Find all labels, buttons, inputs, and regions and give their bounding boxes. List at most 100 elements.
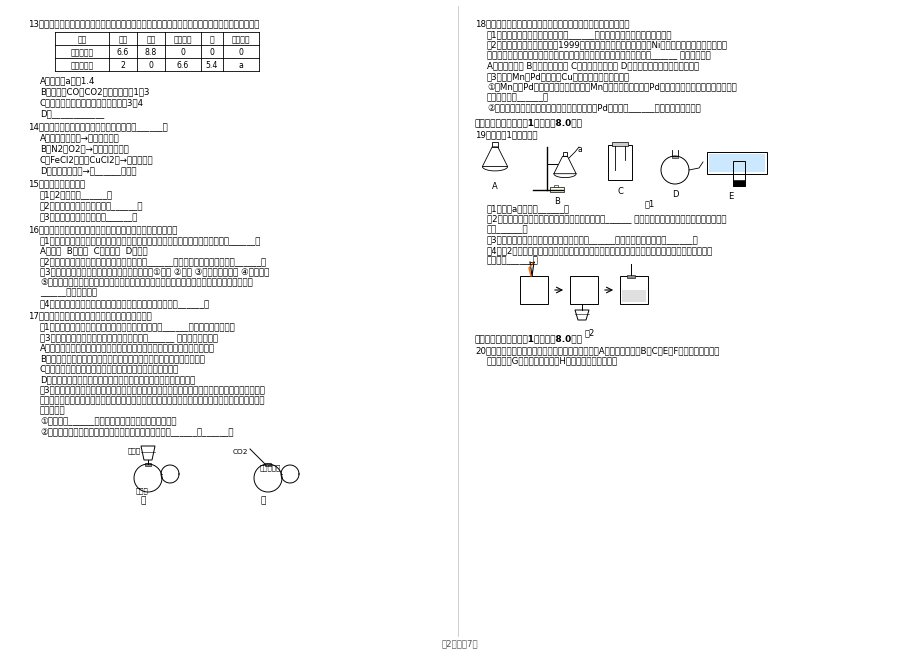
- Text: a: a: [577, 145, 582, 154]
- Bar: [671, 156, 677, 158]
- Text: B．生成的CO和CO2分子个数比为1：3: B．生成的CO和CO2分子个数比为1：3: [40, 87, 150, 96]
- Bar: [145, 463, 151, 466]
- Text: B．N2（O2）→通过灼热的铜网: B．N2（O2）→通过灼热的铜网: [40, 144, 129, 153]
- Text: 乙: 乙: [260, 496, 266, 505]
- Bar: [619, 276, 647, 304]
- Text: 2: 2: [120, 61, 125, 70]
- Text: （3）实验室制取二氧化碳选用的收集装置是______；反应的化学方程式为______。: （3）实验室制取二氧化碳选用的收集装置是______；反应的化学方程式为____…: [486, 236, 698, 245]
- Bar: [265, 463, 271, 466]
- Text: （1）水是常见的溶剂，将下列生活中少量的物质分别放入水中，不能形成溶液的是______。: （1）水是常见的溶剂，将下列生活中少量的物质分别放入水中，不能形成溶液的是___…: [40, 236, 261, 245]
- Text: ②要确切得出这三种金属的活动性顺序，还需将Pd片加入到______溶液中，观察现象。: ②要确切得出这三种金属的活动性顺序，还需将Pd片加入到______溶液中，观察现…: [486, 104, 700, 113]
- Text: 第2页，共7页: 第2页，共7页: [441, 639, 478, 648]
- Text: 图2: 图2: [584, 328, 595, 337]
- Text: 量不相等。: 量不相等。: [40, 406, 65, 415]
- Text: 15．用化学用语填空。: 15．用化学用语填空。: [28, 179, 85, 188]
- Text: 甲: 甲: [141, 496, 145, 505]
- Text: （1）目前，人类以化石燃料为主要能源，煤、石油和______是常见的化石燃料。: （1）目前，人类以化石燃料为主要能源，煤、石油和______是常见的化石燃料。: [40, 322, 235, 331]
- Text: （3）如图所示的甲、乙两个装置（气密性良好），从分液漏斗中加入液体，一段时间后两装置中的: （3）如图所示的甲、乙两个装置（气密性良好），从分液漏斗中加入液体，一段时间后两…: [40, 385, 266, 395]
- Text: A．金属的硬度 B．金属的导电性 C．金属的耐腐蚀性 D．金属价格与硬币面值的吻合度: A．金属的硬度 B．金属的导电性 C．金属的耐腐蚀性 D．金属价格与硬币面值的吻…: [486, 61, 698, 70]
- Text: ①将Mn片、Pd片分别加入到稀盐酸中，Mn片表面有气泡产生，Pd片没有变化，根据上述实验现象，: ①将Mn片、Pd片分别加入到稀盐酸中，Mn片表面有气泡产生，Pd片没有变化，根据…: [486, 83, 736, 92]
- Bar: [607, 145, 631, 180]
- Bar: [553, 185, 558, 187]
- Bar: [709, 154, 765, 172]
- Text: A．酒精属于可再生能源，适量加入汽油中可作为汽车燃料，减少尾气的污染: A．酒精属于可再生能源，适量加入汽油中可作为汽车燃料，减少尾气的污染: [40, 344, 215, 352]
- Text: A．表中的a值为1.4: A．表中的a值为1.4: [40, 76, 96, 85]
- Text: ②请分别用化学方程式解释两个装置中气球膨大的原因是______、______。: ②请分别用化学方程式解释两个装置中气球膨大的原因是______、______。: [40, 428, 233, 437]
- Bar: [621, 290, 645, 302]
- Text: 5.4: 5.4: [206, 61, 218, 70]
- Text: 反应后质量: 反应后质量: [71, 61, 94, 70]
- Text: 19．根据图1回答问题。: 19．根据图1回答问题。: [474, 130, 537, 139]
- Text: 式为______。: 式为______。: [486, 225, 528, 234]
- Text: ______（填序号）。: ______（填序号）。: [40, 288, 96, 298]
- Text: C: C: [617, 187, 622, 196]
- Text: D．氧化铜（铜）→在______中灼烧: D．氧化铜（铜）→在______中灼烧: [40, 166, 136, 175]
- Text: 图1: 图1: [644, 199, 654, 208]
- Text: 得出的结论是______；: 得出的结论是______；: [486, 93, 549, 102]
- Text: 氧气: 氧气: [146, 35, 155, 44]
- Text: （1）2个氮原子______；: （1）2个氮原子______；: [40, 190, 113, 199]
- Text: 金，一角币为铝合金或不锈钢，选择铸造硬币的材料不需要考虑的因素是______ （填序号）。: 金，一角币为铝合金或不锈钢，选择铸造硬币的材料不需要考虑的因素是______ （…: [486, 51, 710, 60]
- Text: （2）我国第四套人民币硬币从1999年开始发行，一元为铜芯镀镍（Ni）合金，五角币为铜芯镀铜合: （2）我国第四套人民币硬币从1999年开始发行，一元为铜芯镀镍（Ni）合金，五角…: [486, 40, 727, 49]
- Text: 0: 0: [210, 48, 214, 57]
- Text: 18．金属与我们的生活息息相关，请回答下列与金属有关的问题。: 18．金属与我们的生活息息相关，请回答下列与金属有关的问题。: [474, 19, 629, 28]
- Text: 水: 水: [210, 35, 214, 44]
- Text: 6.6: 6.6: [117, 48, 129, 57]
- Text: D: D: [671, 190, 677, 199]
- Text: 稀盐酸: 稀盐酸: [128, 447, 141, 454]
- Text: A: A: [492, 182, 497, 191]
- Text: 0: 0: [180, 48, 186, 57]
- Text: （2）氧化镁中镁元素的化合价______；: （2）氧化镁中镁元素的化合价______；: [40, 201, 143, 210]
- Bar: [611, 142, 628, 146]
- Text: A．食盐  B．面粉  C．植物油  D．蔗糖: A．食盐 B．面粉 C．植物油 D．蔗糖: [40, 247, 147, 255]
- Text: B: B: [553, 197, 560, 206]
- Text: （2）电解水时，正、负极产生气体的体积比是______，发生反应的化学方程式为______。: （2）电解水时，正、负极产生气体的体积比是______，发生反应的化学方程式为_…: [40, 257, 267, 266]
- Text: 0: 0: [148, 61, 153, 70]
- Bar: [627, 275, 634, 278]
- Text: 14．下列除杂方法（括号内为杂质）正确的是______。: 14．下列除杂方法（括号内为杂质）正确的是______。: [28, 122, 167, 131]
- Text: 物质: 物质: [77, 35, 86, 44]
- Text: 三、计算题（本大题共1小题，共8.0分）: 三、计算题（本大题共1小题，共8.0分）: [474, 118, 583, 127]
- Text: C．将煤块粉碎是为了增大与空气的接触面积，使其燃烧充分: C．将煤块粉碎是为了增大与空气的接触面积，使其燃烧充分: [40, 365, 179, 374]
- Text: 0: 0: [238, 48, 244, 57]
- Text: 气球都膨大（忽略液体体积对气球体积的影响）。精确称量发现：两个实验反应后质量均与反应前数: 气球都膨大（忽略液体体积对气球体积的影响）。精确称量发现：两个实验反应后质量均与…: [40, 396, 266, 405]
- Text: 的实验是______。: 的实验是______。: [486, 256, 539, 266]
- Text: A．锌粒（铁粉）→加硫酸铜溶液: A．锌粒（铁粉）→加硫酸铜溶液: [40, 133, 119, 142]
- Text: （3）碳酸铝溶液中的离子有______。: （3）碳酸铝溶液中的离子有______。: [40, 212, 138, 221]
- Text: B．人类利用的能量都是通过化学反应获得的，最常见的就是燃料的燃烧: B．人类利用的能量都是通过化学反应获得的，最常见的就是燃料的燃烧: [40, 354, 205, 363]
- Text: （3）下列关于能源与能量的叙述中，正确的是______ （填字母序号）。: （3）下列关于能源与能量的叙述中，正确的是______ （填字母序号）。: [40, 333, 218, 342]
- Text: （1）沙里淘金说明金在自然界中以______形式存在，（填单质或化合物）；: （1）沙里淘金说明金在自然界中以______形式存在，（填单质或化合物）；: [486, 30, 672, 39]
- Bar: [706, 152, 766, 174]
- Text: ①两个反应______（填遵守或不遵守）质量守恒定律。: ①两个反应______（填遵守或不遵守）质量守恒定律。: [40, 417, 176, 426]
- Bar: [519, 276, 548, 304]
- Text: CO2: CO2: [233, 449, 248, 455]
- Text: （3）比较Mn、Pd（把）、Cu三种金属的活动性顺序。: （3）比较Mn、Pd（把）、Cu三种金属的活动性顺序。: [486, 72, 630, 81]
- Text: （2）实验室用高锰酸钾制取氧气选用的发生装置是______ （填字母序号，下同）；反应的化学方程: （2）实验室用高锰酸钾制取氧气选用的发生装置是______ （填字母序号，下同）…: [486, 214, 726, 223]
- Bar: [570, 276, 597, 304]
- Text: 8.8: 8.8: [144, 48, 157, 57]
- Text: 16．水是人类宝贵的自然资源，与人类的生产、生活密切相关。: 16．水是人类宝贵的自然资源，与人类的生产、生活密切相关。: [28, 225, 177, 234]
- Text: D．使化石燃料充分燃烧，不但能节约资源，还能减少对空气的污染: D．使化石燃料充分燃烧，不但能节约资源，还能减少对空气的污染: [40, 375, 195, 384]
- Bar: [550, 187, 563, 192]
- Bar: [732, 161, 744, 186]
- Text: C．参加反应的乙醇和氧气的质量比为3：4: C．参加反应的乙醇和氧气的质量比为3：4: [40, 98, 144, 107]
- Text: 反应前质量: 反应前质量: [71, 48, 94, 57]
- Text: 澄清石灰水: 澄清石灰水: [260, 464, 281, 471]
- Text: a: a: [238, 61, 244, 70]
- Text: 17．能源、环境与人类的生活和社会发展密切相关。: 17．能源、环境与人类的生活和社会发展密切相关。: [28, 311, 152, 320]
- Text: 味的气体，G的溶液为浅绿色，H为大理石的主要成分。: 味的气体，G的溶液为浅绿色，H为大理石的主要成分。: [486, 357, 618, 365]
- Text: （3）天然水中含有许多杂质，净化水的方法有：①过滤 ②蒸馏 ③加明矾吸附沉降 ④消毒杀菌: （3）天然水中含有许多杂质，净化水的方法有：①过滤 ②蒸馏 ③加明矾吸附沉降 ④…: [40, 268, 269, 277]
- Text: （1）仪器a的名称为______。: （1）仪器a的名称为______。: [486, 204, 570, 213]
- Text: （4）图2是木炭在氧气中燃烧的实验示意图，为进一步证明木炭与氧气发生了化学反应，继续进行: （4）图2是木炭在氧气中燃烧的实验示意图，为进一步证明木炭与氧气发生了化学反应，…: [486, 246, 712, 255]
- Text: 碳酸钠: 碳酸钠: [136, 487, 149, 493]
- Text: 乙醇: 乙醇: [119, 35, 128, 44]
- Text: 6.6: 6.6: [176, 61, 189, 70]
- Text: D．____________: D．____________: [40, 109, 104, 118]
- Text: 一氧化碳: 一氧化碳: [232, 35, 250, 44]
- Text: 13．乙醇不完全燃烧时产生一氧化碳、二氧化碳和水，依据下表数据分析得出的结论中，不正确的是: 13．乙醇不完全燃烧时产生一氧化碳、二氧化碳和水，依据下表数据分析得出的结论中，…: [28, 19, 259, 28]
- Text: ⑤活性炭层吸附。要把天然水净化成生活用的自来水，将所选用的净化方法按净化过程排序是: ⑤活性炭层吸附。要把天然水净化成生活用的自来水，将所选用的净化方法按净化过程排序…: [40, 278, 253, 287]
- Text: 20．如图是一些初中化学常用物质的转化关系，其中A是红棕色固体，B、C、E、F均是一种无色、无: 20．如图是一些初中化学常用物质的转化关系，其中A是红棕色固体，B、C、E、F均…: [474, 346, 719, 355]
- Text: （4）区别净化后的自来水是硬水还是软水，可用到的物质是______。: （4）区别净化后的自来水是硬水还是软水，可用到的物质是______。: [40, 299, 210, 308]
- Text: C．FeCl2溶液（CuCl2）→加过量的锌: C．FeCl2溶液（CuCl2）→加过量的锌: [40, 155, 153, 164]
- Bar: [732, 180, 744, 186]
